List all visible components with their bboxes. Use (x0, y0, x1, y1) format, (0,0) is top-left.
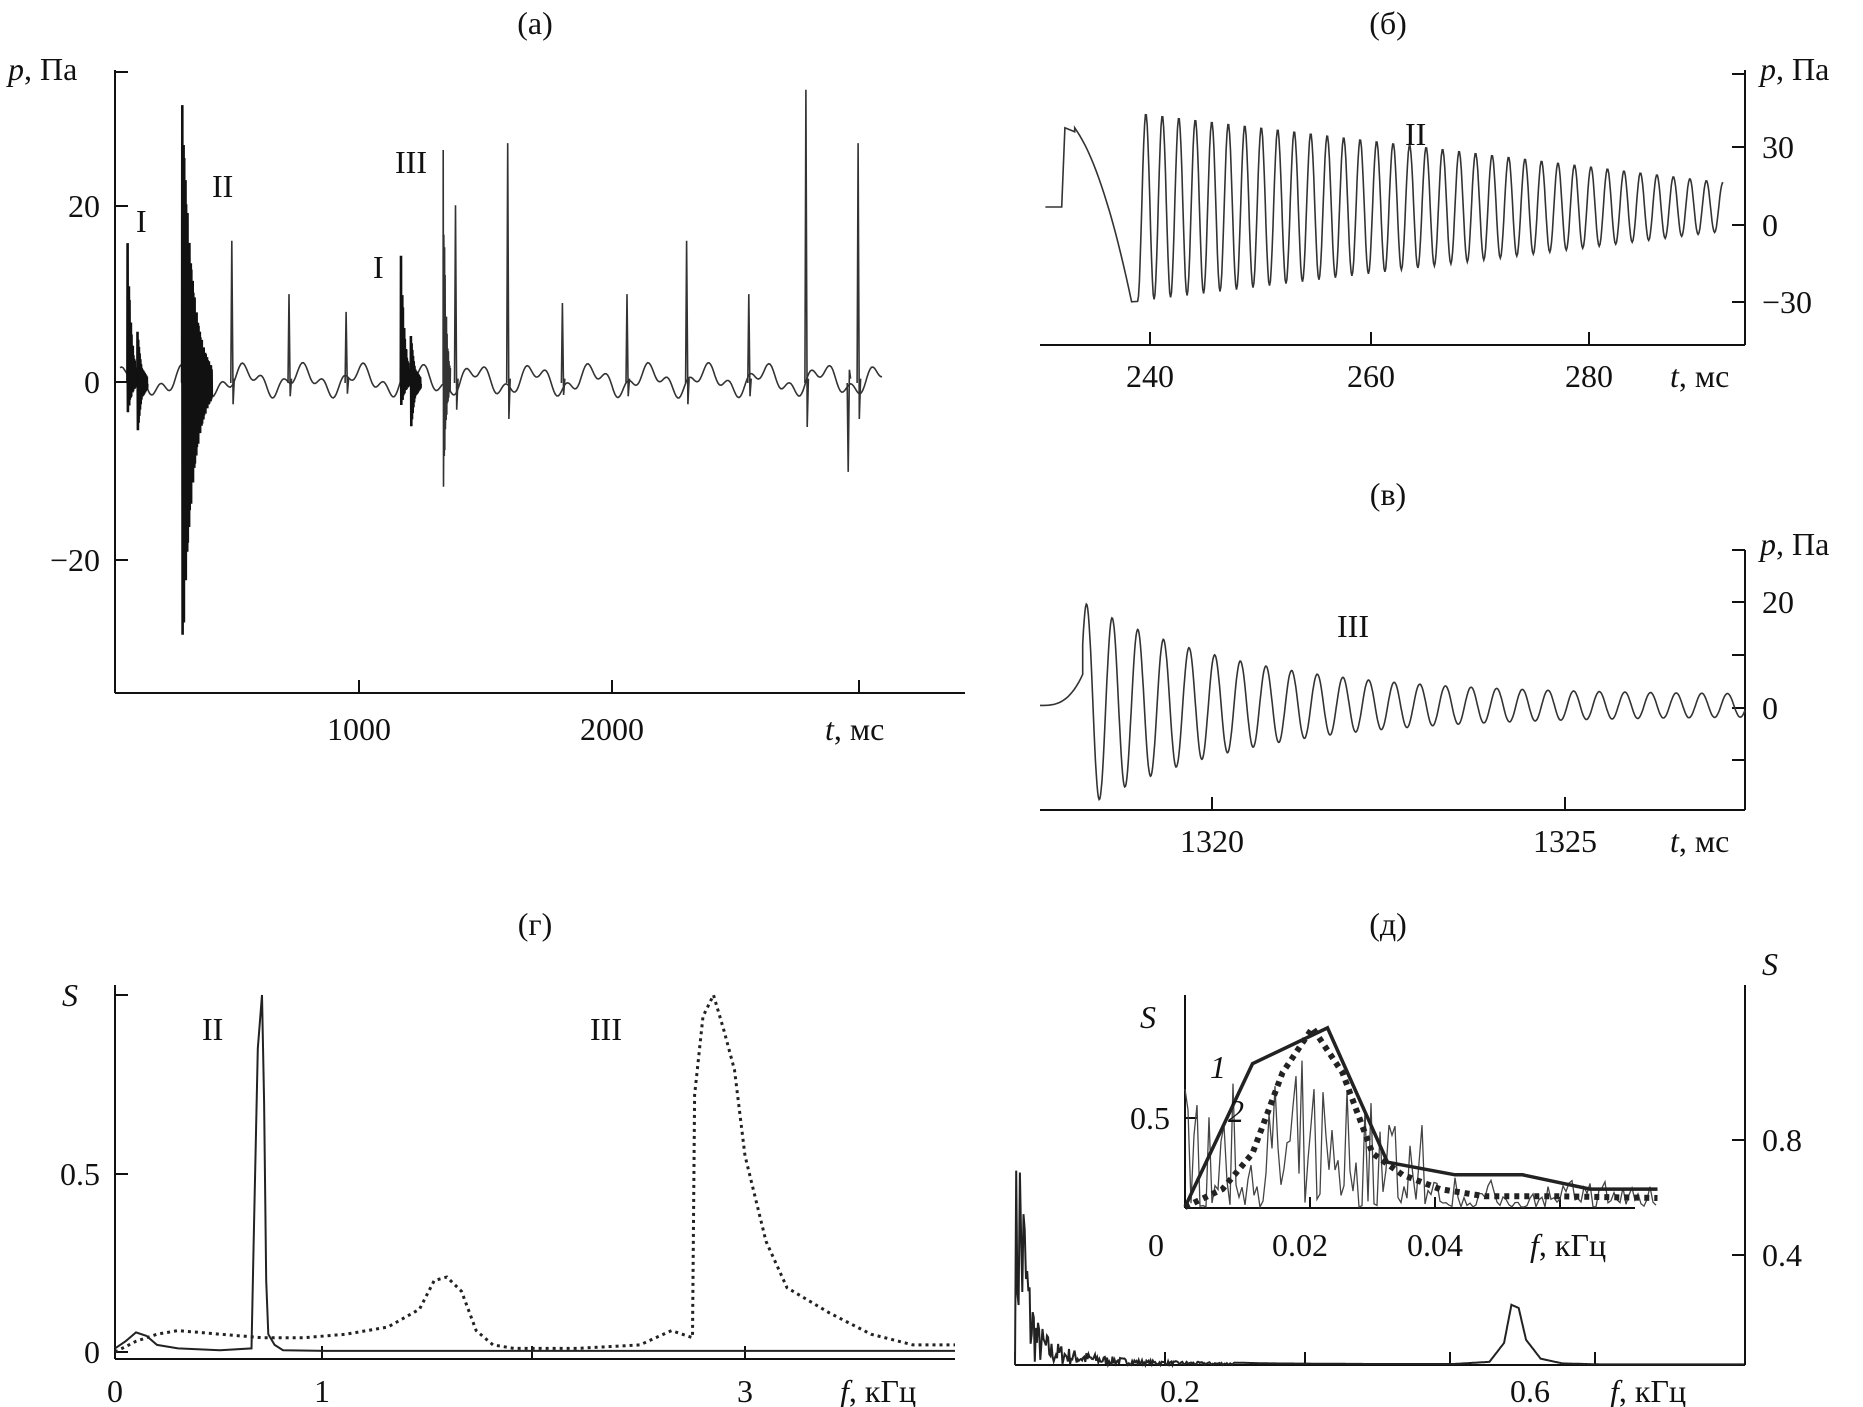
panel-b: (б) p, Па 30 0 −30 240 260 280 t, мс II (1040, 5, 1829, 394)
inset-series-2 (1183, 1022, 1658, 1210)
panel-c: (в) p, Па 20 0 1320 1325 t, мс III (1040, 476, 1829, 859)
inset-xtick: 0 (1148, 1227, 1164, 1263)
panel-a-spike (560, 302, 566, 396)
panel-a-spike (846, 369, 852, 472)
inset-noise-spectrum (1184, 1060, 1657, 1210)
panel-b-xtick: 240 (1126, 358, 1174, 394)
panel-d-series-II (114, 994, 955, 1352)
panel-e-ytick: 0.4 (1762, 1237, 1802, 1273)
panel-c-ytick: 20 (1762, 584, 1794, 620)
panel-a-spike (804, 89, 810, 428)
panel-a-spike (453, 205, 459, 410)
panel-a-mark-I: I (136, 203, 147, 239)
panel-c-ytick: 0 (1762, 690, 1778, 726)
panel-a-spike (505, 143, 511, 420)
panel-b-mark-II: II (1405, 116, 1426, 152)
panel-a-spike (747, 294, 752, 397)
panel-d-xtick: 3 (737, 1373, 753, 1407)
inset-xtick: 0.02 (1272, 1227, 1328, 1263)
panel-c-xlabel: t, мс (1670, 823, 1729, 859)
panel-d-letter: (г) (518, 906, 552, 942)
panel-e-ylabel: S (1762, 946, 1778, 982)
panel-d-mark-III: III (590, 1011, 622, 1047)
inset-ytick: 0.5 (1130, 1100, 1170, 1136)
panel-d-ytick: 0.5 (60, 1156, 100, 1192)
panel-d-spectra (114, 990, 955, 1354)
panel-b-xtick: 280 (1565, 358, 1613, 394)
panel-a-spike (684, 240, 690, 405)
panel-b-waveform (1045, 113, 1724, 303)
panel-a-event-I-tail (409, 335, 422, 427)
panel-e-ytick: 0.8 (1762, 1122, 1802, 1158)
panel-a-spike (230, 240, 236, 405)
panel-e-xtick: 0.6 (1510, 1373, 1550, 1407)
panel-d-xlabel: f, кГц (840, 1373, 916, 1407)
panel-a-xtick: 2000 (580, 711, 644, 747)
panel-a-ytick: 0 (84, 364, 100, 400)
panel-c-waveform (1040, 602, 1746, 801)
panel-a-xlabel: t, мс (825, 711, 884, 747)
panel-c-signal (1040, 602, 1746, 801)
panel-a-spike (344, 311, 350, 394)
panel-a-mark-II: II (212, 168, 233, 204)
panel-e-letter: (д) (1369, 906, 1407, 942)
panel-a-event-III (442, 149, 452, 487)
panel-d-mark-II: II (202, 1011, 223, 1047)
panel-b-letter: (б) (1369, 5, 1407, 41)
panel-a-spike (625, 294, 631, 397)
panel-d-ytick: 0 (84, 1334, 100, 1370)
panel-b-ylabel: p, Па (1758, 51, 1829, 87)
panel-a-xtick: 1000 (327, 711, 391, 747)
panel-d-ylabel: S (62, 977, 78, 1013)
panel-b-ytick: −30 (1762, 284, 1812, 320)
panel-b-ytick: 30 (1762, 129, 1794, 165)
panel-b-xtick: 260 (1347, 358, 1395, 394)
panel-d-series-III (114, 990, 955, 1354)
panel-c-mark-III: III (1337, 608, 1369, 644)
panel-b-xlabel: t, мс (1670, 358, 1729, 394)
panel-d-xtick: 0 (107, 1373, 123, 1407)
panel-a-baseline (119, 361, 883, 399)
panel-c-letter: (в) (1370, 476, 1406, 512)
panel-a-ytick: −20 (50, 542, 100, 578)
inset-xlabel: f, кГц (1530, 1227, 1606, 1263)
panel-a-mark-I-second: I (373, 249, 384, 285)
panel-d-xtick: 1 (314, 1373, 330, 1407)
panel-b-signal (1045, 113, 1724, 303)
inset-ylabel: S (1140, 999, 1156, 1035)
inset-curve-label-2: 2 (1228, 1093, 1244, 1129)
panel-e-inset: S 0.5 0 0.02 0.04 f, кГц 1 2 (1130, 995, 1658, 1263)
panel-e-xlabel: f, кГц (1610, 1373, 1686, 1407)
panel-a-event-II (180, 105, 214, 635)
panel-e-spectrum (1014, 1170, 1744, 1369)
panel-a-ytick: 20 (68, 188, 100, 224)
inset-series-1 (1183, 1025, 1658, 1208)
panel-e-series-broadband (1014, 1170, 1744, 1369)
panel-c-xtick: 1320 (1180, 823, 1244, 859)
panel-a: (а) p, Па 20 0 −20 1000 2000 t, мс I II … (6, 5, 965, 747)
inset-spectra (1183, 1022, 1658, 1210)
panel-c-xtick: 1325 (1533, 823, 1597, 859)
panel-a-letter: (а) (517, 5, 553, 41)
panel-c-ylabel: p, Па (1758, 526, 1829, 562)
panel-a-spike (287, 294, 293, 397)
panel-e: (д) S 0.8 0.4 0.2 0.6 f, кГц S 0.5 0 0.0… (1014, 906, 1802, 1407)
inset-curve-label-1: 1 (1210, 1049, 1226, 1085)
panel-e-xtick: 0.2 (1160, 1373, 1200, 1407)
panel-a-event-I-tail (136, 331, 149, 431)
panel-a-spike (856, 143, 862, 420)
panel-a-mark-III: III (395, 144, 427, 180)
inset-xtick: 0.04 (1407, 1227, 1463, 1263)
panel-a-signal (119, 89, 883, 635)
panel-a-ylabel: p, Па (6, 51, 77, 87)
panel-d: (г) S 0.5 0 0 1 3 f, кГц II III (60, 906, 955, 1407)
panel-b-ytick: 0 (1762, 207, 1778, 243)
